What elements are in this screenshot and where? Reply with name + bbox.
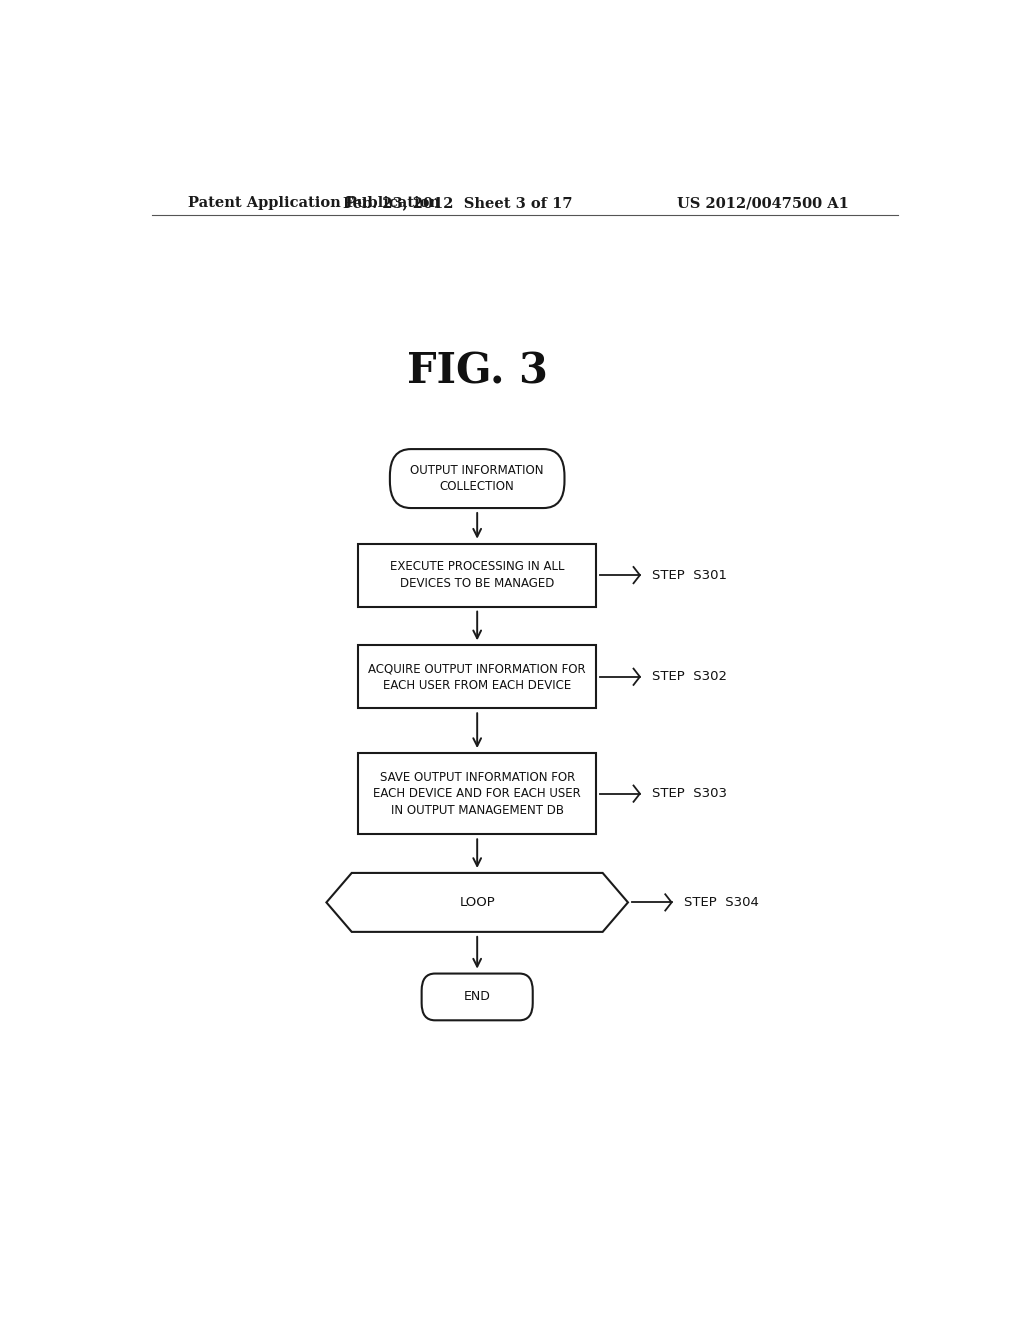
Bar <box>358 645 596 709</box>
Text: ACQUIRE OUTPUT INFORMATION FOR
EACH USER FROM EACH DEVICE: ACQUIRE OUTPUT INFORMATION FOR EACH USER… <box>369 663 586 692</box>
Text: END: END <box>464 990 490 1003</box>
Text: Feb. 23, 2012  Sheet 3 of 17: Feb. 23, 2012 Sheet 3 of 17 <box>343 197 572 210</box>
Text: LOOP: LOOP <box>460 896 495 909</box>
Text: STEP  S302: STEP S302 <box>652 671 727 684</box>
Text: STEP  S304: STEP S304 <box>684 896 759 909</box>
Bar <box>358 544 596 607</box>
Text: OUTPUT INFORMATION
COLLECTION: OUTPUT INFORMATION COLLECTION <box>411 463 544 494</box>
FancyBboxPatch shape <box>390 449 564 508</box>
Bar <box>358 752 596 834</box>
Text: FIG. 3: FIG. 3 <box>407 351 548 393</box>
Polygon shape <box>327 873 628 932</box>
Text: STEP  S301: STEP S301 <box>652 569 727 582</box>
Text: Patent Application Publication: Patent Application Publication <box>187 197 439 210</box>
FancyBboxPatch shape <box>422 974 532 1020</box>
Text: US 2012/0047500 A1: US 2012/0047500 A1 <box>677 197 849 210</box>
Text: SAVE OUTPUT INFORMATION FOR
EACH DEVICE AND FOR EACH USER
IN OUTPUT MANAGEMENT D: SAVE OUTPUT INFORMATION FOR EACH DEVICE … <box>374 771 581 817</box>
Text: STEP  S303: STEP S303 <box>652 787 727 800</box>
Text: EXECUTE PROCESSING IN ALL
DEVICES TO BE MANAGED: EXECUTE PROCESSING IN ALL DEVICES TO BE … <box>390 561 564 590</box>
